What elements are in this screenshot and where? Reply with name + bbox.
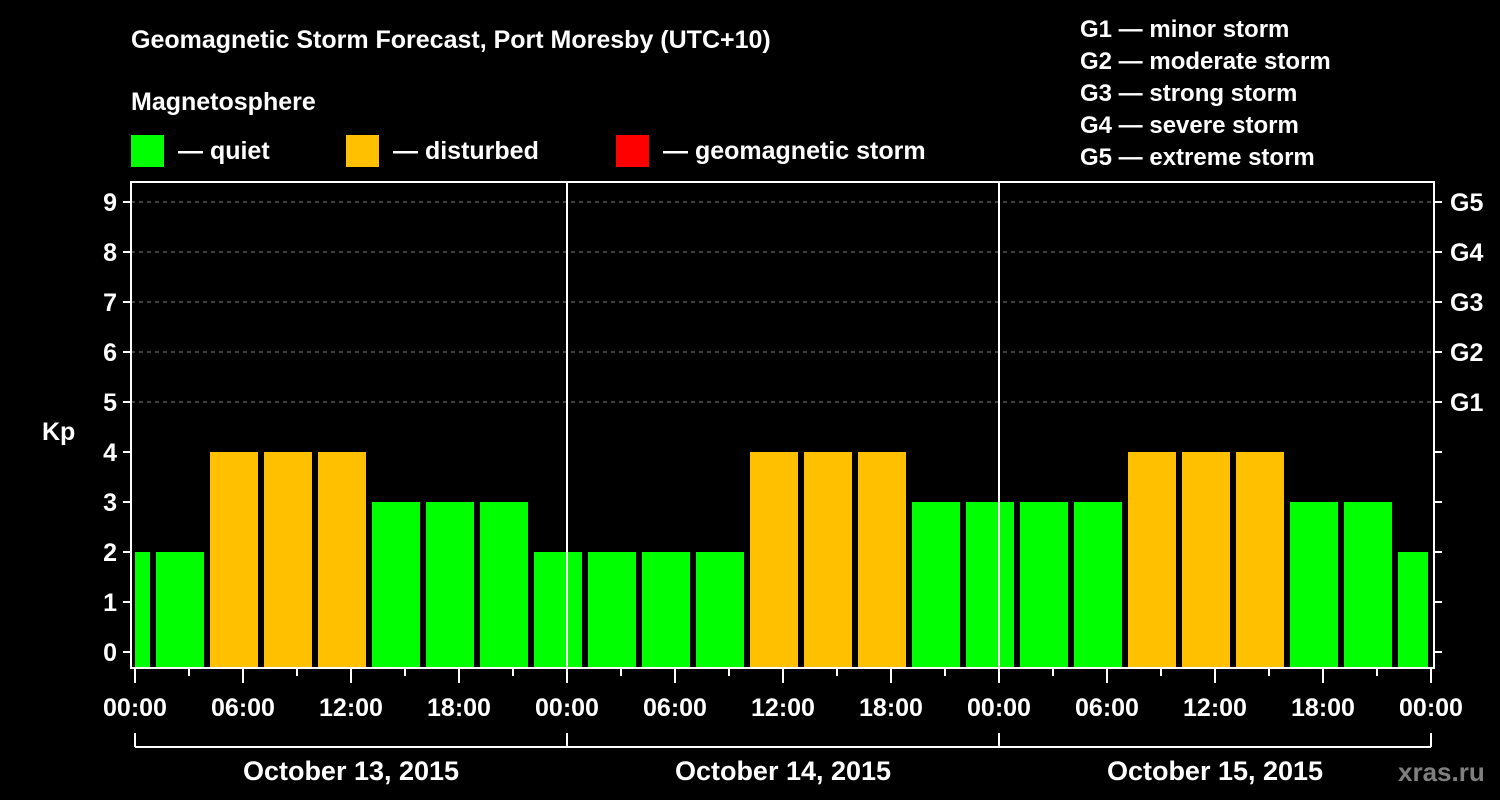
y-tick-label: 5 [103, 389, 117, 417]
y-tick-label: 0 [103, 639, 117, 667]
kp-bar [642, 552, 690, 667]
storm-scale-g4: G4 — severe storm [1080, 112, 1299, 139]
date-label: October 15, 2015 [1107, 756, 1323, 786]
legend-item-quiet: — quiet [131, 135, 270, 167]
watermark: xras.ru [1398, 757, 1485, 787]
kp-bar [156, 552, 204, 667]
g-scale-label: G5 [1450, 189, 1483, 217]
y-tick-label: 7 [103, 289, 117, 317]
legend-heading: Magnetosphere [131, 88, 316, 116]
storm-scale-legend: G1 — minor storm G2 — moderate storm G3 … [1080, 14, 1331, 174]
kp-bar [1074, 502, 1122, 667]
legend-item-storm: — geomagnetic storm [616, 135, 926, 167]
kp-bar [210, 452, 258, 667]
y-axis-label: Kp [42, 418, 75, 446]
date-label: October 14, 2015 [675, 756, 891, 786]
kp-bar [696, 552, 744, 667]
y-tick-label: 2 [103, 539, 117, 567]
kp-bar [750, 452, 798, 667]
storm-swatch [616, 135, 649, 167]
y-tick-label: 1 [103, 589, 117, 617]
legend-label: — disturbed [393, 136, 539, 165]
x-tick-label: 18:00 [1291, 694, 1355, 722]
kp-bar [480, 502, 528, 667]
y-tick-label: 4 [103, 439, 117, 467]
x-tick-label: 00:00 [967, 694, 1031, 722]
y-tick-label: 6 [103, 339, 117, 367]
quiet-swatch [131, 135, 164, 167]
g-scale-label: G2 [1450, 339, 1483, 367]
x-tick-label: 12:00 [751, 694, 815, 722]
legend-label: — geomagnetic storm [663, 136, 926, 165]
kp-bar [588, 552, 636, 667]
storm-scale-g5: G5 — extreme storm [1080, 144, 1315, 171]
x-tick-label: 18:00 [859, 694, 923, 722]
kp-bar [318, 452, 366, 667]
kp-bar [804, 452, 852, 667]
chart-title: Geomagnetic Storm Forecast, Port Moresby… [131, 26, 771, 54]
date-label: October 13, 2015 [243, 756, 459, 786]
storm-scale-g1: G1 — minor storm [1080, 16, 1290, 43]
kp-bar [534, 552, 582, 667]
kp-bar [1020, 502, 1068, 667]
kp-bar [135, 552, 150, 667]
y-tick-label: 8 [103, 239, 117, 267]
kp-bar [1398, 552, 1428, 667]
x-tick-label: 00:00 [535, 694, 599, 722]
x-tick-label: 12:00 [319, 694, 383, 722]
storm-scale-g2: G2 — moderate storm [1080, 48, 1331, 75]
x-tick-label: 18:00 [427, 694, 491, 722]
kp-bar [1290, 502, 1338, 667]
kp-bar [264, 452, 312, 667]
x-tick-label: 06:00 [211, 694, 275, 722]
kp-bar [1182, 452, 1230, 667]
legend-item-disturbed: — disturbed [346, 135, 539, 167]
g-scale-label: G4 [1450, 239, 1483, 267]
y-tick-label: 9 [103, 189, 117, 217]
kp-bar [912, 502, 960, 667]
kp-bar [426, 502, 474, 667]
kp-bar [1128, 452, 1176, 667]
kp-bar [966, 502, 1014, 667]
storm-scale-g3: G3 — strong storm [1080, 80, 1298, 107]
kp-bar [372, 502, 420, 667]
y-tick-label: 3 [103, 489, 117, 517]
x-tick-label: 00:00 [103, 694, 167, 722]
disturbed-swatch [346, 135, 379, 167]
legend-label: — quiet [178, 136, 270, 165]
kp-bar [1236, 452, 1284, 667]
x-tick-label: 00:00 [1399, 694, 1463, 722]
kp-bar [1344, 502, 1392, 667]
kp-bar [858, 452, 906, 667]
x-tick-label: 12:00 [1183, 694, 1247, 722]
x-tick-label: 06:00 [1075, 694, 1139, 722]
g-scale-label: G1 [1450, 389, 1483, 417]
g-scale-label: G3 [1450, 289, 1483, 317]
x-tick-label: 06:00 [643, 694, 707, 722]
